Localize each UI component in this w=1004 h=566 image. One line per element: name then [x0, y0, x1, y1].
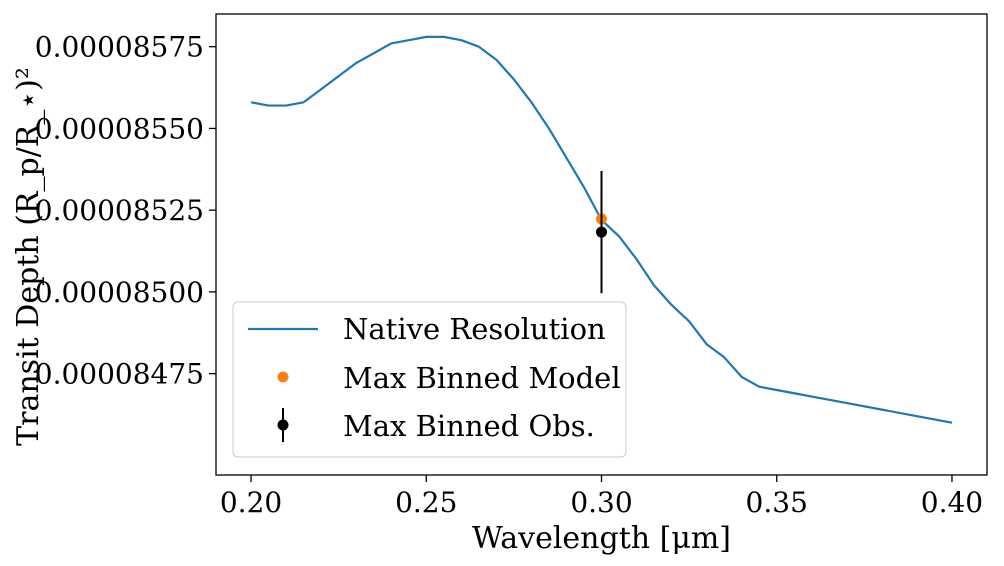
- legend-box: [232, 301, 627, 458]
- legend: Native Resolution Max Binned Model Max B…: [232, 301, 627, 458]
- x-tick-label: 0.35: [746, 486, 808, 519]
- legend-label-native-resolution: Native Resolution: [343, 312, 606, 346]
- series-line-native-resolution: [250, 35, 953, 424]
- y-tick-label: 0.00008525: [35, 194, 204, 227]
- legend-label-max-binned-obs: Max Binned Obs.: [343, 409, 595, 443]
- x-tick-label: 0.40: [921, 486, 983, 519]
- data-point-max-binned-obs: [596, 226, 607, 238]
- legend-swatch-max-binned-model: [277, 371, 289, 383]
- y-tick-label: 0.00008475: [35, 358, 204, 391]
- y-tick-label: 0.00008550: [35, 112, 204, 145]
- y-tick-label: 0.00008500: [35, 276, 204, 309]
- y-axis-label: Transit Depth (R_p/R_⋆)²: [11, 67, 46, 446]
- y-tick-label: 0.00008575: [35, 31, 204, 64]
- x-tick-label: 0.25: [395, 486, 457, 519]
- legend-swatch-max-binned-obs: [277, 419, 289, 431]
- legend-label-max-binned-model: Max Binned Model: [343, 361, 621, 395]
- x-tick-label: 0.30: [570, 486, 632, 519]
- x-tick-label: 0.20: [220, 486, 282, 519]
- x-axis-label: Wavelength [μm]: [472, 521, 731, 556]
